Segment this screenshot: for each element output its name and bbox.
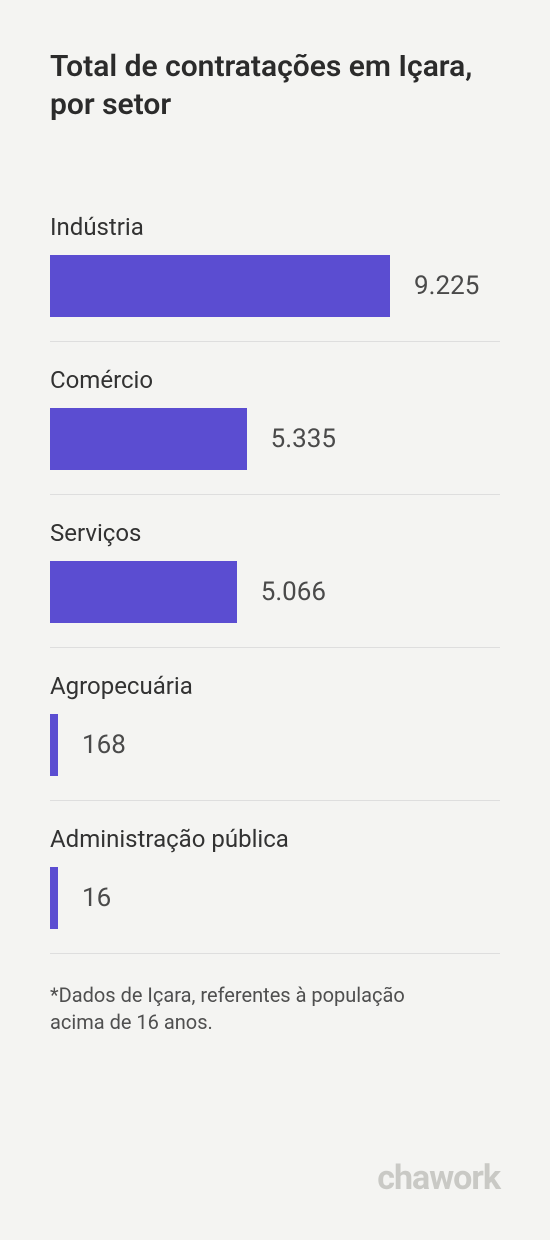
bar (50, 255, 390, 317)
row-label: Agropecuária (50, 672, 500, 700)
row-label: Indústria (50, 213, 500, 241)
row-value: 9.225 (414, 271, 479, 301)
bar-wrap: 5.335 (50, 408, 500, 470)
row-label: Administração pública (50, 825, 500, 853)
brand-logo: chawork (377, 1158, 500, 1198)
bar (50, 714, 58, 776)
bar-chart: Indústria 9.225 Comércio 5.335 Serviços 5.066… (50, 213, 500, 954)
footnote: *Dados de Içara, referentes à população … (50, 982, 430, 1036)
row-value: 168 (82, 730, 126, 760)
chart-row: Agropecuária 168 (50, 672, 500, 801)
row-label: Comércio (50, 366, 500, 394)
bar (50, 408, 247, 470)
bar-wrap: 168 (50, 714, 500, 776)
bar-wrap: 9.225 (50, 255, 500, 317)
row-label: Serviços (50, 519, 500, 547)
chart-row: Serviços 5.066 (50, 519, 500, 648)
chart-title: Total de contratações em Içara, por seto… (50, 48, 500, 123)
row-value: 5.335 (271, 424, 336, 454)
bar-wrap: 5.066 (50, 561, 500, 623)
chart-row: Comércio 5.335 (50, 366, 500, 495)
bar (50, 561, 237, 623)
bar-wrap: 16 (50, 867, 500, 929)
row-value: 16 (82, 883, 111, 913)
chart-row: Indústria 9.225 (50, 213, 500, 342)
row-value: 5.066 (261, 577, 326, 607)
chart-row: Administração pública 16 (50, 825, 500, 954)
bar (50, 867, 58, 929)
